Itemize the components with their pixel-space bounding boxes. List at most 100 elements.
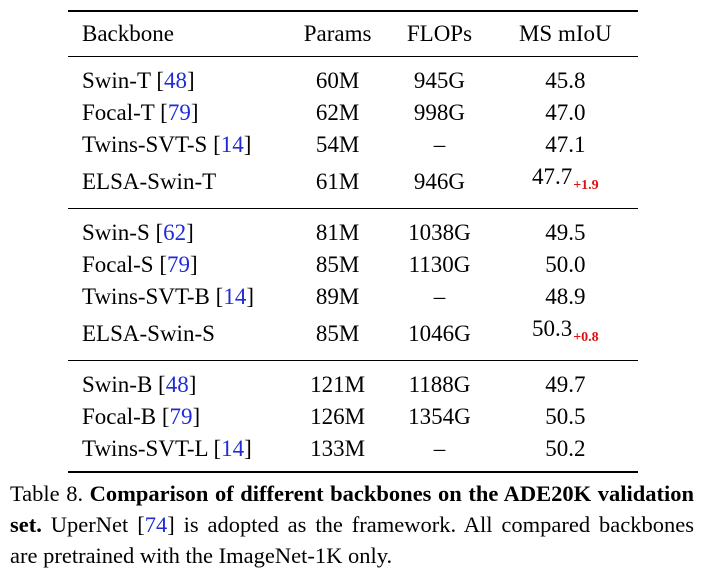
cell-params: 133M — [289, 433, 386, 472]
miou-value: 47.1 — [545, 132, 585, 157]
citation-link[interactable]: 79 — [168, 100, 191, 125]
cell-params: 61M — [289, 161, 386, 209]
cell-flops: 1130G — [386, 249, 492, 281]
cell-flops: 998G — [386, 97, 492, 129]
backbone-name: Swin-B — [82, 372, 152, 397]
table-row: Twins-SVT-S [14] 54M – 47.1 — [68, 129, 638, 161]
table-row: Focal-B [79] 126M 1354G 50.5 — [68, 401, 638, 433]
table-row: Swin-B [48] 121M 1188G 49.7 — [68, 361, 638, 402]
cell-params: 60M — [289, 57, 386, 98]
table-body: Swin-T [48] 60M 945G 45.8 Focal-T [79] 62M 998… — [68, 57, 638, 473]
cell-backbone: Focal-S [79] — [68, 249, 289, 281]
miou-value: 47.0 — [545, 100, 585, 125]
citation-link[interactable]: 79 — [170, 404, 193, 429]
cell-ms-miou: 48.9 — [493, 281, 638, 313]
backbone-name: Swin-S — [82, 220, 150, 245]
backbone-name: ELSA-Swin-S — [82, 321, 215, 346]
cell-flops: 945G — [386, 57, 492, 98]
citation-link[interactable]: 48 — [166, 372, 189, 397]
cell-ms-miou: 50.3+0.8 — [493, 313, 638, 361]
citation-link[interactable]: 62 — [163, 220, 186, 245]
citation-link[interactable]: 48 — [164, 68, 187, 93]
cell-flops: – — [386, 433, 492, 472]
table-row: Swin-T [48] 60M 945G 45.8 — [68, 57, 638, 98]
backbone-name: Swin-T — [82, 68, 151, 93]
cell-ms-miou: 49.7 — [493, 361, 638, 402]
cell-flops: 1354G — [386, 401, 492, 433]
cell-params: 85M — [289, 313, 386, 361]
cell-backbone: Twins-SVT-B [14] — [68, 281, 289, 313]
table-row: Twins-SVT-B [14] 89M – 48.9 — [68, 281, 638, 313]
citation-link[interactable]: 14 — [221, 132, 244, 157]
miou-value: 45.8 — [545, 68, 585, 93]
citation-link[interactable]: 14 — [221, 436, 244, 461]
backbone-name: ELSA-Swin-T — [82, 169, 216, 194]
cell-params: 85M — [289, 249, 386, 281]
header-flops: FLOPs — [386, 11, 492, 57]
cell-backbone: ELSA-Swin-S — [68, 313, 289, 361]
miou-value: 48.9 — [545, 284, 585, 309]
miou-value: 50.2 — [545, 436, 585, 461]
miou-value: 50.5 — [545, 404, 585, 429]
miou-gain: +1.9 — [573, 178, 598, 193]
table-row: Twins-SVT-L [14] 133M – 50.2 — [68, 433, 638, 472]
citation-link[interactable]: 79 — [167, 252, 190, 277]
results-table-container: Backbone Params FLOPs MS mIoU Swin-T [48… — [68, 10, 638, 473]
cell-backbone: Swin-S [62] — [68, 209, 289, 250]
table-row: ELSA-Swin-S 85M 1046G 50.3+0.8 — [68, 313, 638, 361]
miou-value: 47.7 — [532, 164, 572, 189]
backbone-name: Focal-T — [82, 100, 154, 125]
miou-value: 49.5 — [545, 220, 585, 245]
cell-ms-miou: 50.0 — [493, 249, 638, 281]
cell-params: 62M — [289, 97, 386, 129]
cell-flops: – — [386, 281, 492, 313]
cell-params: 121M — [289, 361, 386, 402]
cell-backbone: Twins-SVT-S [14] — [68, 129, 289, 161]
cell-flops: 1046G — [386, 313, 492, 361]
cell-ms-miou: 47.7+1.9 — [493, 161, 638, 209]
cell-flops: 946G — [386, 161, 492, 209]
caption-body-start: UperNet — [51, 512, 128, 537]
caption-citation: [74] — [137, 512, 175, 537]
citation-link[interactable]: 14 — [223, 284, 246, 309]
cell-flops: 1038G — [386, 209, 492, 250]
miou-value: 50.0 — [545, 252, 585, 277]
caption-label: Table 8. — [10, 481, 83, 506]
cell-ms-miou: 47.0 — [493, 97, 638, 129]
citation-link[interactable]: 74 — [145, 512, 168, 537]
table-row: ELSA-Swin-T 61M 946G 47.7+1.9 — [68, 161, 638, 209]
table-row: Focal-T [79] 62M 998G 47.0 — [68, 97, 638, 129]
cell-params: 126M — [289, 401, 386, 433]
backbone-name: Focal-B — [82, 404, 156, 429]
cell-ms-miou: 50.5 — [493, 401, 638, 433]
cell-params: 54M — [289, 129, 386, 161]
cell-params: 81M — [289, 209, 386, 250]
cell-backbone: Twins-SVT-L [14] — [68, 433, 289, 472]
miou-gain: +0.8 — [573, 330, 598, 345]
backbone-comparison-table: Backbone Params FLOPs MS mIoU Swin-T [48… — [68, 10, 638, 473]
cell-backbone: ELSA-Swin-T — [68, 161, 289, 209]
cell-ms-miou: 49.5 — [493, 209, 638, 250]
header-backbone: Backbone — [68, 11, 289, 57]
cell-backbone: Focal-B [79] — [68, 401, 289, 433]
cell-backbone: Swin-T [48] — [68, 57, 289, 98]
cell-params: 89M — [289, 281, 386, 313]
cell-flops: – — [386, 129, 492, 161]
header-ms-miou: MS mIoU — [493, 11, 638, 57]
miou-value: 50.3 — [532, 316, 572, 341]
cell-ms-miou: 50.2 — [493, 433, 638, 472]
table-row: Swin-S [62] 81M 1038G 49.5 — [68, 209, 638, 250]
backbone-name: Focal-S — [82, 252, 154, 277]
cell-flops: 1188G — [386, 361, 492, 402]
cell-ms-miou: 45.8 — [493, 57, 638, 98]
header-params: Params — [289, 11, 386, 57]
miou-value: 49.7 — [545, 372, 585, 397]
backbone-name: Twins-SVT-L — [82, 436, 208, 461]
cell-backbone: Swin-B [48] — [68, 361, 289, 402]
cell-backbone: Focal-T [79] — [68, 97, 289, 129]
cell-ms-miou: 47.1 — [493, 129, 638, 161]
backbone-name: Twins-SVT-S — [82, 132, 207, 157]
table-caption: Table 8. Comparison of different backbon… — [10, 478, 694, 571]
backbone-name: Twins-SVT-B — [82, 284, 210, 309]
table-row: Focal-S [79] 85M 1130G 50.0 — [68, 249, 638, 281]
